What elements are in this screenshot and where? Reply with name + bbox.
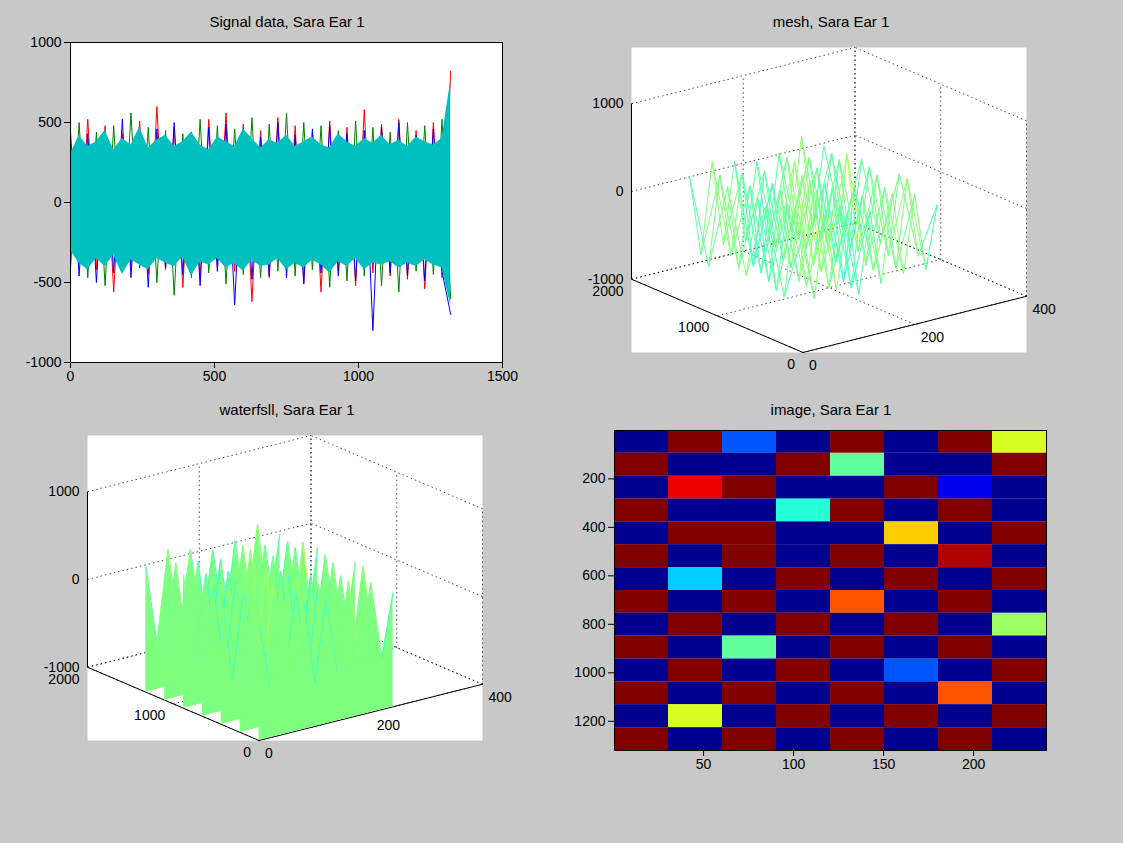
svg-text:400: 400 (489, 689, 513, 705)
svg-text:1000: 1000 (592, 95, 623, 111)
svg-text:200: 200 (921, 329, 945, 345)
svg-text:0: 0 (243, 744, 251, 760)
svg-text:1000: 1000 (134, 707, 165, 723)
html-text:mesh, Sara Ear 1: mesh, Sara Ear 1 (772, 13, 890, 30)
svg-text:150: 150 (872, 756, 896, 772)
svg-text:1200: 1200 (574, 713, 605, 729)
svg-text:500: 500 (38, 114, 62, 130)
svg-text:0: 0 (265, 745, 273, 761)
svg-text:0: 0 (67, 368, 75, 384)
html-text:Signal data, Sara Ear 1: Signal data, Sara Ear 1 (209, 13, 365, 30)
svg-text:500: 500 (203, 368, 227, 384)
svg-text:-1000: -1000 (588, 271, 624, 287)
html-text:waterfsll, Sara Ear 1: waterfsll, Sara Ear 1 (219, 401, 355, 418)
svg-text:200: 200 (582, 470, 606, 486)
svg-text:1000: 1000 (30, 34, 61, 50)
svg-text:800: 800 (582, 616, 606, 632)
svg-text:600: 600 (582, 567, 606, 583)
svg-text:2000: 2000 (48, 670, 80, 687)
svg-text:400: 400 (582, 519, 606, 535)
svg-text:1500: 1500 (487, 368, 518, 384)
svg-text:1000: 1000 (343, 368, 374, 384)
svg-text:200: 200 (377, 717, 401, 733)
svg-text:0: 0 (787, 356, 795, 372)
svg-text:0: 0 (809, 357, 817, 373)
svg-text:0: 0 (54, 194, 62, 210)
svg-text:400: 400 (1033, 301, 1057, 317)
svg-text:0: 0 (616, 183, 624, 199)
svg-text:0: 0 (72, 571, 80, 587)
svg-text:1000: 1000 (678, 319, 709, 335)
svg-text:-1000: -1000 (44, 659, 80, 675)
svg-text:100: 100 (782, 756, 806, 772)
svg-text:1000: 1000 (48, 483, 79, 499)
html-text:image, Sara Ear 1: image, Sara Ear 1 (770, 401, 892, 418)
svg-text:200: 200 (962, 756, 986, 772)
svg-text:1000: 1000 (574, 664, 605, 680)
svg-text:-1000: -1000 (26, 354, 62, 370)
svg-text:50: 50 (696, 756, 712, 772)
svg-text:2000: 2000 (592, 282, 624, 299)
svg-text:-500: -500 (33, 274, 61, 290)
